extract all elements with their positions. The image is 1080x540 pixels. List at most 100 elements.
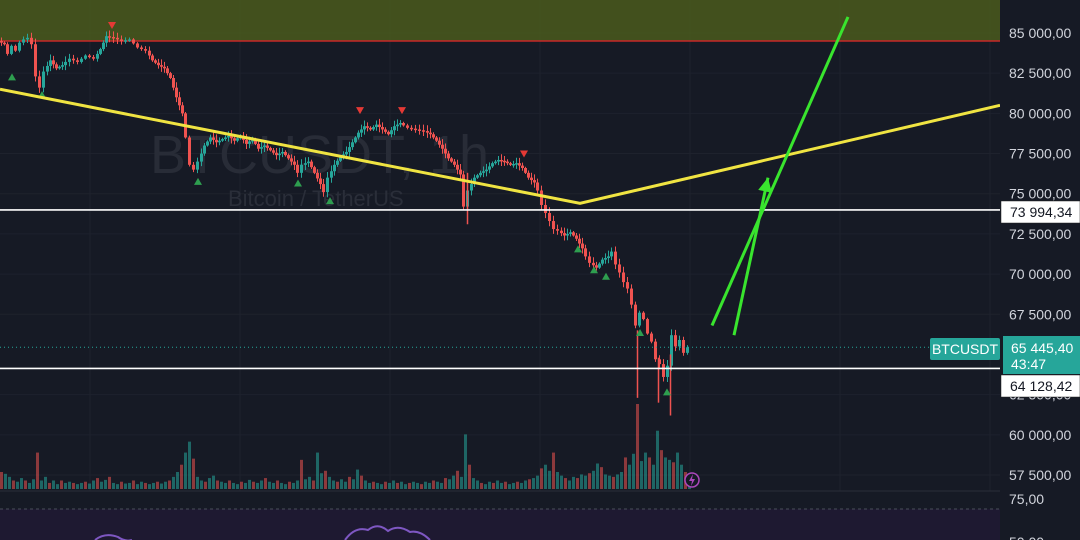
candle-body	[132, 39, 135, 44]
candle-body	[548, 213, 551, 222]
candle-body	[646, 319, 649, 334]
candle-body	[678, 339, 681, 347]
volume-bar	[212, 475, 215, 489]
volume-bar	[312, 480, 315, 489]
candle-body	[30, 37, 33, 45]
arrow-head	[758, 177, 772, 193]
candle-body	[618, 264, 621, 273]
volume-bar	[12, 480, 15, 489]
volume-bar	[380, 484, 383, 489]
candle-body	[375, 124, 378, 128]
candle-body	[96, 53, 99, 59]
volume-bar	[236, 484, 239, 489]
volume-bar	[340, 479, 343, 489]
volume-bar	[60, 480, 63, 489]
candle-body	[92, 57, 95, 59]
volume-bar	[320, 473, 323, 489]
candle-body	[453, 161, 456, 165]
volume-bar	[184, 452, 187, 489]
price-axis-tick-label: 80 000,00	[1009, 105, 1071, 121]
price-axis-tick-label: 77 500,00	[1009, 146, 1071, 162]
candle-body	[418, 129, 421, 131]
candle-body	[399, 123, 402, 125]
candle-body	[488, 166, 491, 170]
candle-body	[462, 174, 465, 207]
volume-bar	[564, 478, 567, 489]
candle-body	[181, 105, 184, 114]
candle-body	[105, 36, 108, 43]
volume-bar	[548, 470, 551, 489]
candle-body	[269, 147, 272, 151]
candle-body	[112, 37, 115, 39]
projection-arrows[interactable]	[710, 16, 850, 336]
candle-body	[316, 172, 319, 179]
candle-body	[588, 256, 591, 263]
current-price-tag	[1003, 336, 1080, 374]
candle-body	[610, 251, 613, 257]
lightning-icon[interactable]	[684, 472, 700, 488]
candle-body	[470, 184, 473, 191]
candle-body	[595, 265, 598, 268]
trendline[interactable]	[0, 87, 1001, 205]
candle-body	[369, 127, 372, 130]
current-price-tags: BTCUSDT 65 445,40 43:47	[930, 336, 1080, 374]
candle-body	[512, 163, 515, 166]
projection-arrow-line[interactable]	[710, 16, 850, 327]
candle-body	[254, 139, 257, 144]
projection-arrow-line[interactable]	[732, 177, 770, 336]
volume-bar	[468, 464, 471, 489]
volume-bar	[536, 475, 539, 489]
volume-bar	[28, 482, 31, 489]
resistance-zone-fill[interactable]	[0, 0, 1000, 42]
volume-bar	[256, 482, 259, 489]
candle-body	[662, 364, 665, 377]
candle-body	[533, 180, 536, 183]
volume-bar	[272, 482, 275, 489]
candle-body	[215, 139, 218, 143]
volume-bar	[476, 480, 479, 489]
candle-body	[572, 232, 575, 236]
volume-bar	[116, 484, 119, 489]
volume-bar	[180, 464, 183, 489]
candle-body	[6, 44, 9, 54]
horizontal-levels[interactable]	[0, 209, 1000, 370]
candle-body	[598, 263, 601, 268]
price-axis[interactable]: 85 000,00 82 500,00 80 000,00 77 500,00 75 0…	[1000, 0, 1080, 540]
volume-bar	[532, 478, 535, 489]
volume-bar	[680, 464, 683, 489]
candle-body	[476, 175, 479, 178]
candle-body	[64, 61, 67, 66]
candle-body	[354, 137, 357, 143]
volume-bar	[8, 476, 11, 489]
volume-bar	[416, 482, 419, 489]
candle-body	[88, 55, 91, 58]
volume-bar	[84, 481, 87, 489]
candle-body	[307, 161, 310, 164]
volume-bar	[660, 450, 663, 489]
resistance-zone[interactable]	[0, 0, 1000, 42]
candle-body	[38, 76, 41, 88]
volume-bar	[360, 475, 363, 489]
candle-body	[581, 243, 584, 249]
volume-bar	[560, 475, 563, 489]
volume-bar	[64, 482, 67, 489]
volume-bar	[440, 482, 443, 489]
volume-bar	[76, 484, 79, 489]
volume-bar	[308, 476, 311, 489]
level-price-tags: 73 994,34 64 128,42	[1000, 200, 1080, 398]
volume-bar	[172, 476, 175, 489]
volume-bar	[664, 457, 667, 489]
candle-body	[429, 132, 432, 135]
candle-body	[682, 339, 685, 353]
volume-bar	[544, 464, 547, 489]
volume-bar	[336, 481, 339, 489]
volume-bar	[36, 452, 39, 489]
symbol-tag	[930, 338, 1000, 360]
candle-body	[120, 39, 123, 42]
candle-body	[272, 150, 275, 153]
candle-body	[527, 172, 530, 178]
trendline-path[interactable]	[0, 87, 1001, 205]
volume-bar	[424, 481, 427, 489]
candle-body	[426, 131, 429, 133]
